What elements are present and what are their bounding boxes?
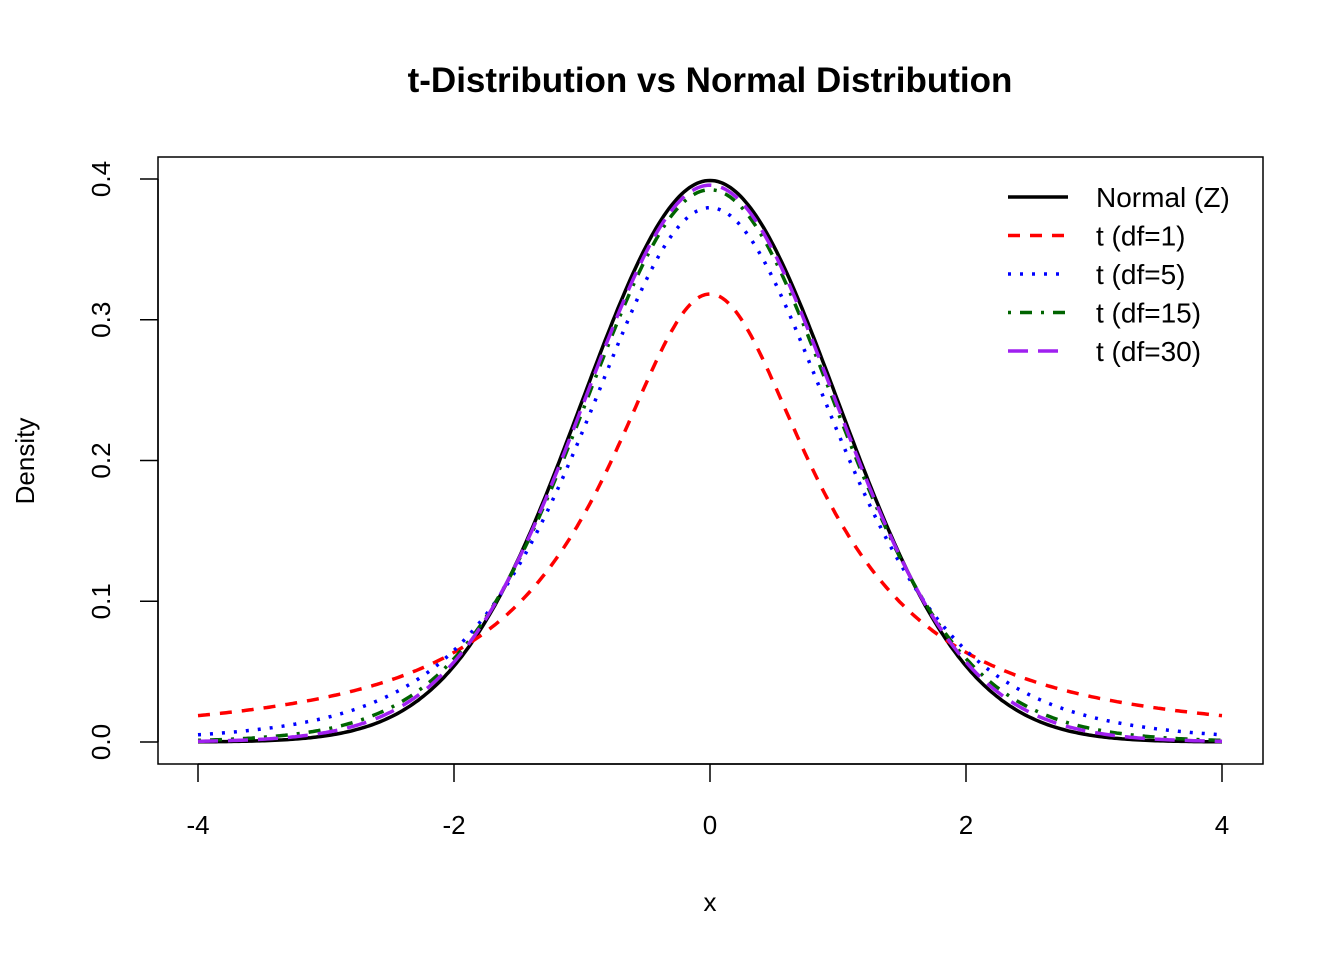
series-line-1 (197, 292, 1223, 718)
legend-item: Normal (Z) (1008, 182, 1230, 213)
series-line-2 (197, 205, 1223, 737)
y-axis: 0.0 0.1 0.2 0.3 0.4 (86, 161, 159, 760)
series-line-3 (198, 188, 1222, 743)
series-line-4 (197, 183, 1223, 744)
legend-label: t (df=1) (1096, 221, 1185, 252)
x-tick-label: 0 (703, 810, 717, 840)
x-axis-label: x (704, 887, 717, 917)
chart-title: t-Distribution vs Normal Distribution (408, 61, 1013, 100)
y-tick-label: 0.3 (86, 302, 116, 338)
legend-item: t (df=15) (1008, 298, 1201, 329)
legend-label: Normal (Z) (1096, 182, 1230, 213)
legend-item: t (df=1) (1008, 221, 1185, 252)
x-tick-label: 2 (959, 810, 973, 840)
x-tick-label: 4 (1215, 810, 1229, 840)
series-line-0 (198, 178, 1222, 744)
x-axis: -4 -2 0 2 4 (186, 763, 1229, 840)
y-tick-label: 0.4 (86, 161, 116, 197)
y-axis-label: Density (10, 418, 40, 505)
x-tick-label: -2 (442, 810, 465, 840)
curves (197, 178, 1223, 744)
legend: Normal (Z) t (df=1) t (df=5) t (df=15) t (df… (1008, 182, 1230, 367)
legend-label: t (df=5) (1096, 259, 1185, 290)
x-tick-label: -4 (186, 810, 209, 840)
y-tick-label: 0.0 (86, 724, 116, 760)
legend-label: t (df=15) (1096, 298, 1201, 329)
legend-label: t (df=30) (1096, 336, 1201, 367)
y-tick-label: 0.2 (86, 442, 116, 478)
y-tick-label: 0.1 (86, 583, 116, 619)
legend-item: t (df=5) (1008, 259, 1185, 290)
legend-item: t (df=30) (1008, 336, 1201, 367)
